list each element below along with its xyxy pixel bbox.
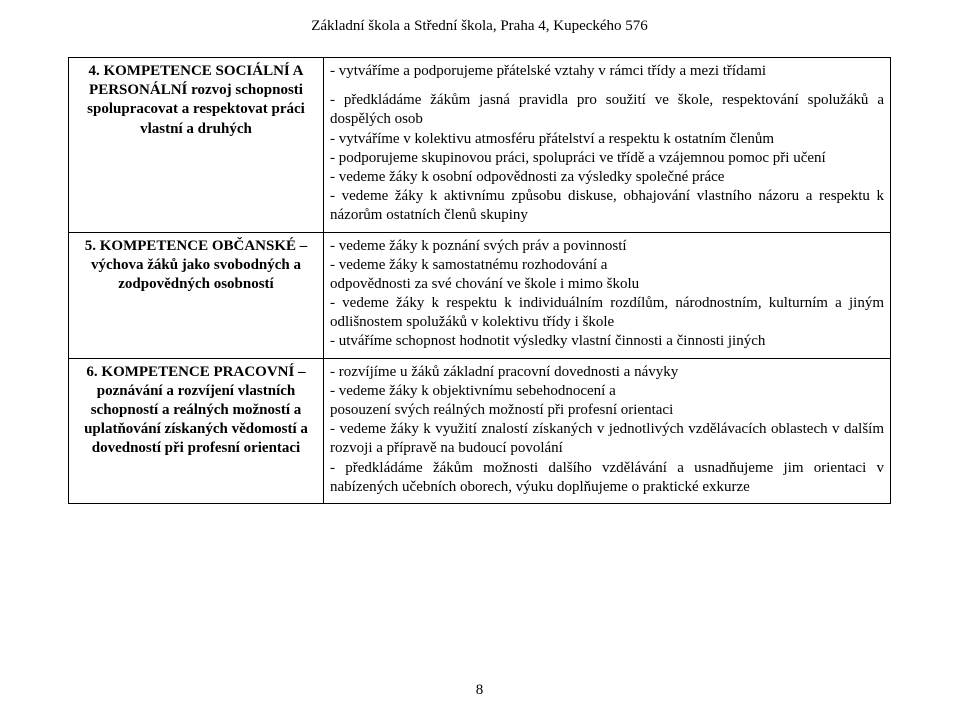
document-page: Základní škola a Střední škola, Praha 4,…: [0, 0, 959, 713]
competence-number: 4.: [88, 63, 103, 79]
competence-body: - rozvíjíme u žáků základní pracovní dov…: [330, 363, 884, 497]
table-row: 6. KOMPETENCE PRACOVNÍ – poznávání a roz…: [69, 358, 891, 503]
competence-right-cell: - rozvíjíme u žáků základní pracovní dov…: [324, 358, 891, 503]
competence-top-line: - vytváříme a podporujeme přátelské vzta…: [330, 62, 884, 81]
competence-number: 6.: [86, 364, 101, 380]
competence-right-cell: - vytváříme a podporujeme přátelské vzta…: [324, 58, 891, 233]
table-row: 4. KOMPETENCE SOCIÁLNÍ A PERSONÁLNÍ rozv…: [69, 58, 891, 233]
table-row: 5. KOMPETENCE OBČANSKÉ – výchova žáků ja…: [69, 232, 891, 358]
competence-right-cell: - vedeme žáky k poznání svých práv a pov…: [324, 232, 891, 358]
competence-left-cell: 6. KOMPETENCE PRACOVNÍ – poznávání a roz…: [69, 358, 324, 503]
competence-left-cell: 4. KOMPETENCE SOCIÁLNÍ A PERSONÁLNÍ rozv…: [69, 58, 324, 233]
competence-title: KOMPETENCE OBČANSKÉ: [100, 238, 296, 254]
competence-body: - vedeme žáky k poznání svých práv a pov…: [330, 237, 884, 352]
competence-number: 5.: [85, 238, 100, 254]
page-number: 8: [0, 682, 959, 699]
page-header: Základní škola a Střední škola, Praha 4,…: [68, 18, 891, 35]
competence-title: KOMPETENCE PRACOVNÍ: [101, 364, 294, 380]
competence-table: 4. KOMPETENCE SOCIÁLNÍ A PERSONÁLNÍ rozv…: [68, 57, 891, 504]
competence-body: - předkládáme žákům jasná pravidla pro s…: [330, 91, 884, 225]
competence-left-cell: 5. KOMPETENCE OBČANSKÉ – výchova žáků ja…: [69, 232, 324, 358]
